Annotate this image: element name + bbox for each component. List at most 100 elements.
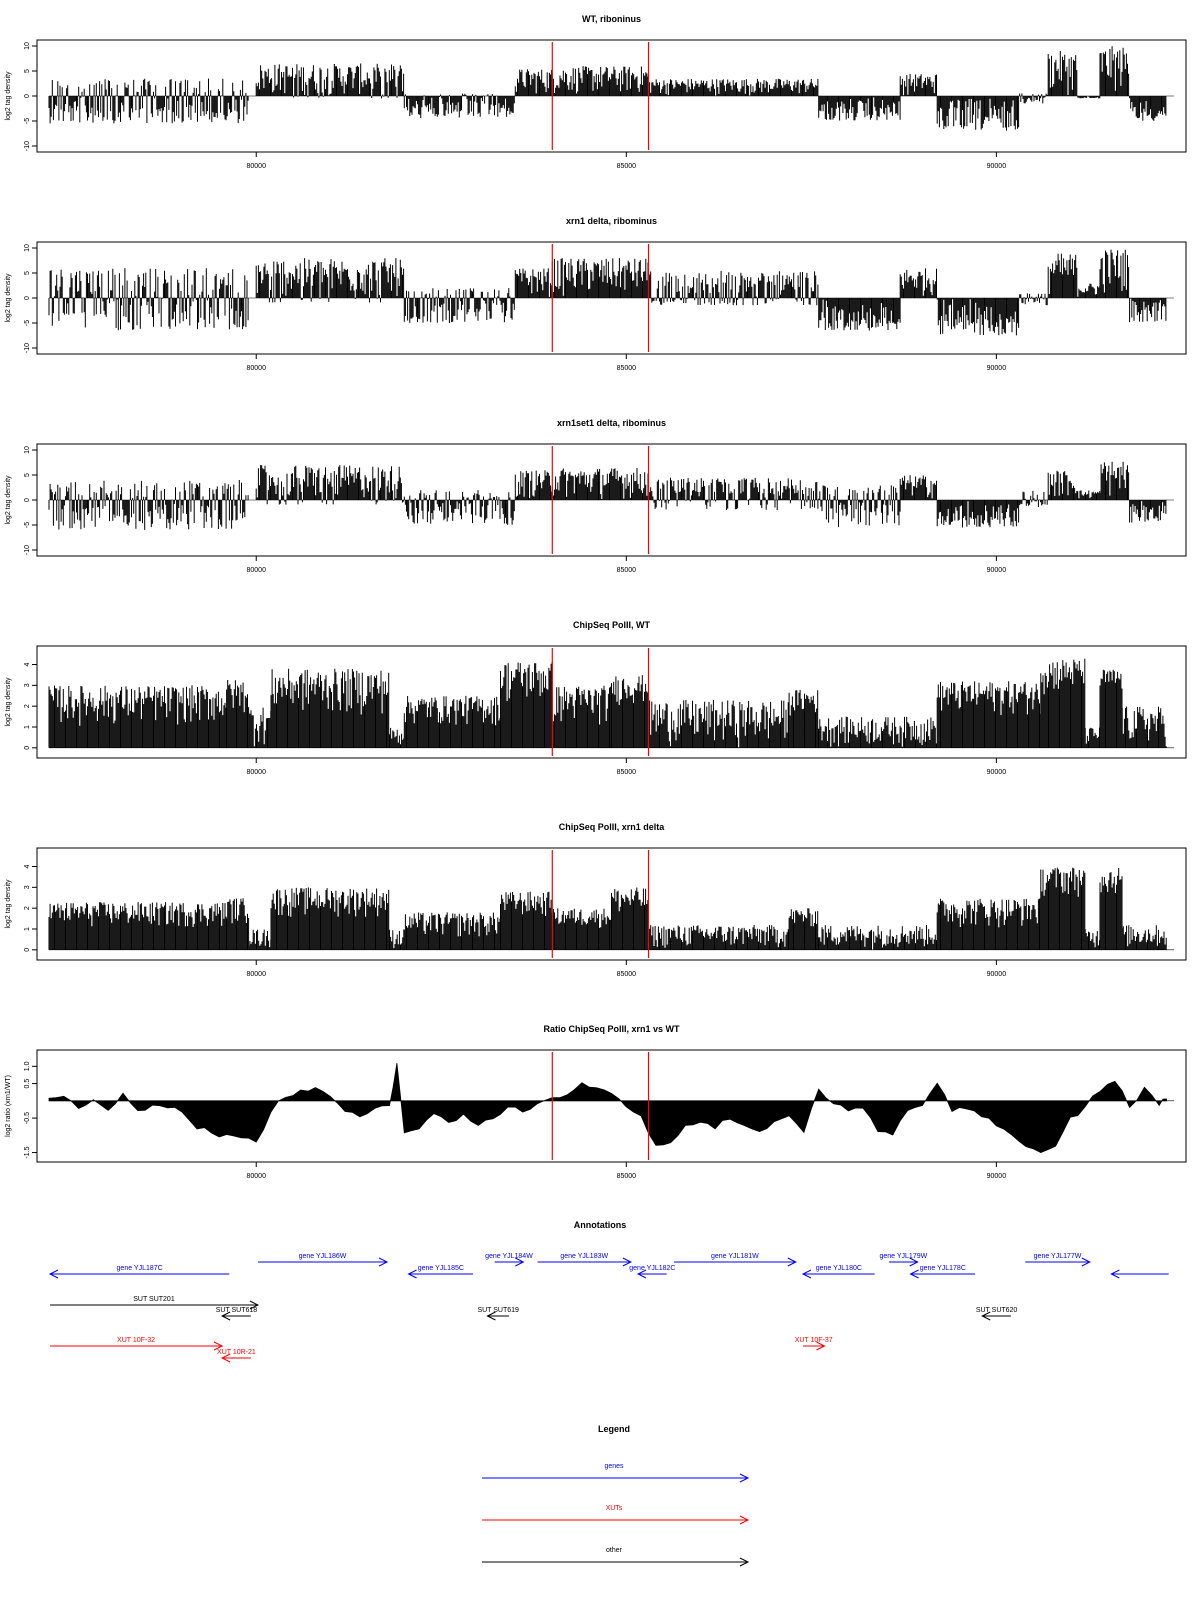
panel-title: Ratio ChipSeq PolII, xrn1 vs WT — [543, 1024, 680, 1034]
arrow-head — [909, 1257, 919, 1267]
y-tick-label: 2 — [24, 906, 31, 910]
arrow-head — [787, 1257, 797, 1267]
panel-3: ChipSeq PolII, WT log2 tag density 0 1 2 3 4 80… — [5, 620, 1187, 776]
annotation-label: gene YJL185C — [418, 1265, 464, 1272]
density-bars — [48, 867, 1167, 950]
annotation-label: gene YJL181W — [711, 1253, 759, 1260]
annotation-arrow: SUT SUT619 — [477, 1307, 519, 1321]
annotation-label: XUT 10F-37 — [795, 1337, 833, 1344]
annotation-arrow: gene YJL181W — [673, 1253, 797, 1267]
legend-item: genes — [482, 1463, 750, 1483]
panel-5: Ratio ChipSeq PolII, xrn1 vs WT log2 rati… — [5, 1024, 1187, 1180]
y-tick-label: -5 — [24, 320, 31, 326]
legend-arrow-head — [739, 1515, 750, 1525]
y-tick-label: 1 — [24, 927, 31, 931]
x-tick-label: 90000 — [987, 567, 1007, 574]
annotation-arrow: gene YJL182C — [629, 1265, 675, 1279]
x-tick-label: 85000 — [617, 567, 637, 574]
annotation-label: SUT SUT201 — [133, 1296, 175, 1303]
annotation-arrow: gene YJL185C — [407, 1265, 474, 1279]
y-tick-label: -5 — [24, 118, 31, 124]
annotation-label: gene YJL179W — [879, 1253, 927, 1260]
annotation-arrow: gene YJL184W — [485, 1253, 533, 1267]
y-tick-label: -10 — [24, 343, 31, 353]
y-axis-label: log2 tag density — [5, 475, 12, 525]
plot-frame — [36, 645, 1187, 759]
arrow-head — [909, 1269, 919, 1279]
annotation-arrow: XUT 10F-37 — [795, 1337, 833, 1351]
y-tick-label: 4 — [24, 864, 31, 868]
y-tick-label: 0 — [24, 746, 31, 750]
panel-title: xrn1set1 delta, ribominus — [557, 418, 666, 428]
y-tick-label: -0.5 — [24, 1112, 31, 1124]
y-tick-label: 4 — [24, 662, 31, 666]
x-tick-label: 80000 — [247, 971, 267, 978]
y-axis-label: log2 ratio (xrn1/WT) — [5, 1075, 12, 1137]
x-tick-label: 90000 — [987, 365, 1007, 372]
density-bars — [48, 658, 1167, 748]
arrow-head — [48, 1269, 59, 1279]
x-tick-label: 80000 — [247, 567, 267, 574]
y-tick-label: 10 — [24, 244, 31, 252]
annotation-arrow: gene YJL177W — [1025, 1253, 1091, 1267]
x-tick-label: 90000 — [987, 1173, 1007, 1180]
annotation-label: gene YJL177W — [1034, 1253, 1082, 1260]
y-tick-label: 10 — [24, 446, 31, 454]
x-tick-label: 80000 — [247, 769, 267, 776]
legend-arrow-head — [739, 1473, 750, 1483]
y-tick-label: 10 — [24, 42, 31, 50]
arrow-head — [1081, 1257, 1091, 1267]
density-bars — [48, 461, 1167, 530]
arrow-head — [486, 1311, 496, 1321]
y-tick-label: -5 — [24, 522, 31, 528]
arrow-head — [220, 1353, 231, 1363]
annotation-label: SUT SUT619 — [477, 1307, 519, 1314]
annotation-label: gene YJL183W — [560, 1253, 608, 1260]
density-bars — [48, 46, 1167, 131]
legend-label: genes — [604, 1463, 624, 1470]
y-axis-label: log2 tag density — [5, 273, 12, 323]
annotation-arrow: gene YJL179W — [879, 1253, 928, 1267]
legend-panel: Legend genes XUTs other — [482, 1424, 750, 1567]
y-tick-label: 2 — [24, 704, 31, 708]
panel-4: ChipSeq PolII, xrn1 delta log2 tag densit… — [5, 822, 1187, 978]
annotation-label: SUT SUT618 — [216, 1307, 258, 1314]
plot-frame — [36, 1049, 1187, 1163]
y-tick-label: -10 — [24, 141, 31, 151]
y-tick-label: 1.0 — [24, 1061, 31, 1071]
panel-title: ChipSeq PolII, WT — [573, 620, 650, 630]
arrow-head — [407, 1269, 417, 1279]
legend-title: Legend — [598, 1424, 630, 1434]
panel-0: WT, riboninus log2 tag density 10 5 0 -5 -10 80… — [5, 14, 1187, 170]
y-tick-label: 3 — [24, 885, 31, 889]
annotation-label: XUT 10R-21 — [217, 1349, 256, 1356]
y-tick-label: 5 — [24, 271, 31, 275]
arrow-head — [220, 1311, 231, 1321]
annotation-arrow: XUT 10F-32 — [50, 1337, 224, 1351]
annotation-label: gene YJL178C — [920, 1265, 966, 1272]
panel-title: ChipSeq PolII, xrn1 delta — [559, 822, 666, 832]
panel-title: WT, riboninus — [582, 14, 641, 24]
ratio-area — [48, 1063, 1167, 1153]
y-tick-label: 5 — [24, 69, 31, 73]
panel-2: xrn1set1 delta, ribominus log2 tag densit… — [5, 418, 1187, 574]
annotation-arrow: XUT 10R-21 — [217, 1349, 256, 1363]
x-tick-label: 85000 — [617, 971, 637, 978]
legend-arrow-head — [739, 1557, 750, 1567]
arrow-head — [981, 1311, 991, 1321]
y-tick-label: 0 — [24, 94, 31, 98]
y-tick-label: 0 — [24, 498, 31, 502]
arrow-head — [1110, 1269, 1120, 1279]
x-tick-label: 80000 — [247, 163, 267, 170]
x-tick-label: 85000 — [617, 163, 637, 170]
annotation-label: SUT SUT620 — [976, 1307, 1018, 1314]
annotation-arrow: SUT SUT618 — [216, 1307, 258, 1321]
annotation-arrow: gene YJL183W — [537, 1253, 632, 1267]
x-tick-label: 85000 — [617, 769, 637, 776]
panel-1: xrn1 delta, ribominus log2 tag density 10 5… — [5, 216, 1187, 372]
annotation-label: gene YJL187C — [117, 1265, 163, 1272]
panel-title: xrn1 delta, ribominus — [566, 216, 657, 226]
annotation-arrow — [1110, 1269, 1169, 1279]
annotation-label: gene YJL182C — [629, 1265, 675, 1272]
